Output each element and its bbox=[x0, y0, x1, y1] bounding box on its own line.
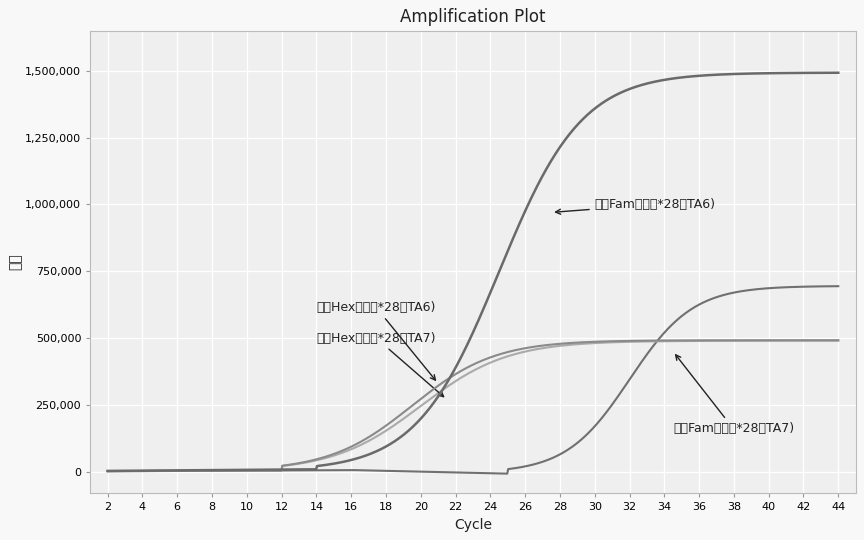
Title: Amplification Plot: Amplification Plot bbox=[400, 8, 546, 26]
Text: 阴性Fam通道（*28型TA7): 阴性Fam通道（*28型TA7) bbox=[673, 355, 794, 435]
X-axis label: Cycle: Cycle bbox=[454, 518, 492, 532]
Text: 阴性Hex通道（*28型TA7): 阴性Hex通道（*28型TA7) bbox=[316, 332, 443, 397]
Y-axis label: 荧光: 荧光 bbox=[9, 253, 22, 270]
Text: 阳性Fam通道（*28型TA6): 阳性Fam通道（*28型TA6) bbox=[556, 198, 715, 214]
Text: 阳性Hex通道（*28型TA6): 阳性Hex通道（*28型TA6) bbox=[316, 301, 435, 380]
